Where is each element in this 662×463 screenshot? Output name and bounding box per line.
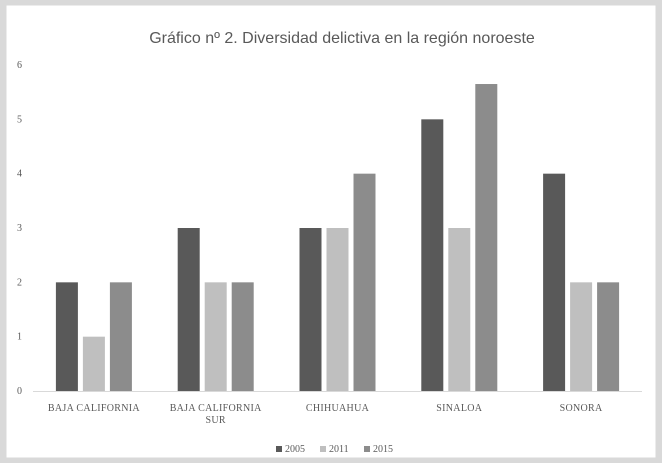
bar-2005-4 — [543, 173, 566, 391]
legend-swatch-2015 — [364, 446, 370, 452]
bar-2011-4 — [570, 282, 593, 391]
legend-label: 2005 — [285, 444, 305, 455]
category-label: BAJA CALIFORNIA — [48, 403, 140, 414]
bar-2011-1 — [204, 282, 227, 391]
y-tick-label: 2 — [17, 277, 22, 288]
category-label: CHIHUAHUA — [306, 403, 370, 414]
bar-2011-2 — [326, 228, 349, 391]
bar-2011-3 — [448, 228, 471, 391]
category-label: SUR — [206, 415, 226, 426]
bar-2005-1 — [177, 228, 200, 391]
y-tick-label: 6 — [17, 60, 22, 71]
bars-group — [55, 84, 620, 392]
y-tick-label: 4 — [17, 169, 22, 180]
bar-2015-1 — [231, 282, 254, 391]
y-axis-ticks: 0 1 2 3 4 5 6 — [17, 60, 22, 397]
legend-swatch-2011 — [320, 446, 326, 452]
bar-2005-0 — [55, 282, 78, 391]
chart-title: Gráfico nº 2. Diversidad delictiva en la… — [149, 30, 535, 47]
bar-2015-2 — [353, 173, 376, 391]
y-tick-label: 0 — [17, 386, 22, 397]
category-label: SONORA — [560, 403, 603, 414]
bar-2015-0 — [109, 282, 132, 391]
y-tick-label: 5 — [17, 114, 22, 125]
category-labels: BAJA CALIFORNIA BAJA CALIFORNIASURCHIHUAH… — [48, 403, 603, 426]
bar-2005-3 — [421, 119, 444, 391]
bar-2015-4 — [597, 282, 620, 391]
legend: 2005 2011 2015 — [276, 444, 393, 455]
y-tick-label: 3 — [17, 223, 22, 234]
bar-2015-3 — [475, 84, 498, 392]
bar-2011-0 — [82, 336, 105, 391]
legend-label: 2011 — [329, 444, 349, 455]
legend-swatch-2005 — [276, 446, 282, 452]
category-label: SINALOA — [436, 403, 482, 414]
category-label: BAJA CALIFORNIA — [170, 403, 262, 414]
legend-label: 2015 — [373, 444, 393, 455]
y-tick-label: 1 — [17, 332, 22, 343]
bar-2005-2 — [299, 228, 322, 391]
